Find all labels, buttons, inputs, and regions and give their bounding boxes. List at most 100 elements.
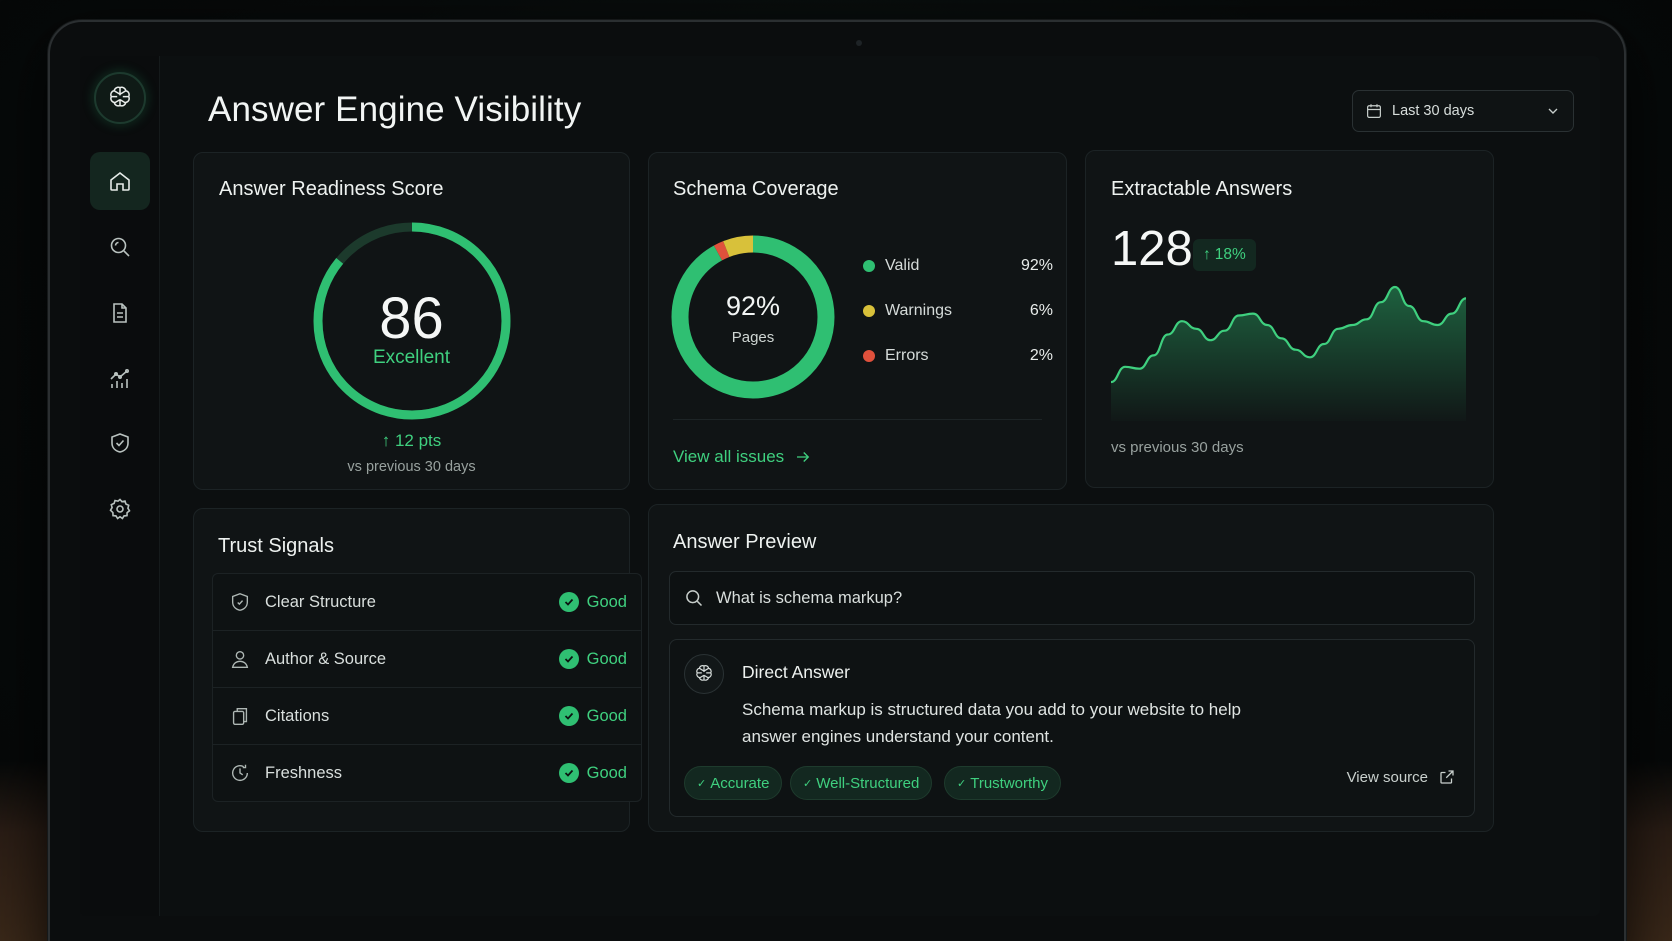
search-icon bbox=[110, 237, 130, 257]
query-search-input[interactable]: What is schema markup? bbox=[669, 571, 1475, 625]
trust-row-author-source[interactable]: Author & Source Good bbox=[212, 630, 642, 688]
schema-center-value: 92% bbox=[725, 291, 781, 321]
shield-check-icon bbox=[111, 433, 129, 453]
readiness-comparison: vs previous 30 days bbox=[347, 459, 476, 475]
legend-value: 6% bbox=[1029, 302, 1053, 319]
view-source-link[interactable]: View source bbox=[1347, 768, 1456, 786]
extractable-title: Extractable Answers bbox=[1111, 178, 1293, 200]
webcam bbox=[856, 40, 862, 46]
legend-label: Warnings bbox=[885, 302, 952, 319]
legend-item: Warnings 6% bbox=[863, 302, 1053, 320]
schema-card: Schema Coverage 92% Pages Valid 92% Warni… bbox=[648, 152, 1067, 490]
arrow-up-icon: ↑ bbox=[381, 431, 391, 450]
sidebar-item-analytics[interactable] bbox=[90, 350, 150, 408]
sidebar-item-security[interactable] bbox=[90, 414, 150, 472]
document-icon bbox=[113, 303, 127, 323]
readiness-gauge bbox=[313, 222, 511, 420]
legend-label: Errors bbox=[885, 347, 929, 364]
schema-title: Schema Coverage bbox=[673, 178, 839, 200]
trust-status: Good bbox=[558, 763, 627, 783]
trust-row-clear-structure[interactable]: Clear Structure Good bbox=[212, 573, 642, 631]
answer-text: Schema markup is structured data you add… bbox=[742, 696, 1362, 750]
schema-legend: Valid 92% Warnings 6% Errors 2% bbox=[863, 257, 1053, 367]
query-text: What is schema markup? bbox=[716, 588, 903, 607]
shield-icon bbox=[231, 593, 249, 611]
trust-status-label: Good bbox=[586, 706, 627, 725]
trust-signals-card: Trust Signals Clear Structure Good Autho… bbox=[193, 508, 642, 832]
readiness-change: ↑ 12 pts bbox=[194, 431, 629, 451]
view-all-issues-label: View all issues bbox=[673, 447, 785, 466]
legend-dot bbox=[863, 350, 875, 362]
answer-preview-card: Answer Preview What is schema markup? Di… bbox=[648, 504, 1494, 832]
answer-title: Direct Answer bbox=[742, 662, 850, 682]
assistant-avatar bbox=[684, 654, 724, 694]
view-all-issues-link[interactable]: View all issues bbox=[673, 447, 812, 467]
check-circle-icon bbox=[558, 649, 579, 669]
date-range-select[interactable]: Last 30 days bbox=[1352, 90, 1574, 132]
extractable-card: Extractable Answers 128 ↑ 18% vs previous… bbox=[1085, 150, 1494, 488]
openai-logo-icon bbox=[696, 665, 712, 681]
tag-label: Well-Structured bbox=[816, 774, 920, 792]
copy-icon bbox=[232, 707, 248, 725]
trust-label: Clear Structure bbox=[265, 592, 376, 611]
extractable-change-badge: ↑ 18% bbox=[1193, 239, 1256, 271]
tag-trustworthy[interactable]: ✓ Trustworthy bbox=[944, 766, 1062, 800]
tag-label: Accurate bbox=[710, 774, 770, 792]
readiness-rating: Excellent bbox=[372, 347, 451, 368]
sidebar-item-home[interactable] bbox=[90, 152, 150, 210]
divider bbox=[673, 419, 1042, 420]
trust-row-citations[interactable]: Citations Good bbox=[212, 687, 642, 745]
legend-item: Valid 92% bbox=[863, 257, 1053, 275]
check-circle-icon bbox=[558, 592, 579, 612]
readiness-change-value: 12 pts bbox=[394, 431, 442, 450]
extractable-change: 18% bbox=[1214, 246, 1246, 263]
check-icon: ✓ bbox=[803, 777, 813, 790]
sidebar-item-settings[interactable] bbox=[90, 480, 150, 538]
clock-icon bbox=[231, 764, 249, 781]
external-link-icon bbox=[1440, 770, 1454, 784]
trust-status-label: Good bbox=[586, 592, 627, 611]
trust-signals-title: Trust Signals bbox=[218, 535, 334, 557]
schema-center-label: Pages bbox=[731, 329, 775, 346]
legend-item: Errors 2% bbox=[863, 347, 1053, 365]
sidebar bbox=[80, 56, 160, 916]
tag-well-structured[interactable]: ✓ Well-Structured bbox=[790, 766, 933, 800]
legend-label: Valid bbox=[885, 257, 920, 274]
openai-logo-icon bbox=[110, 86, 130, 107]
answer-line: Schema markup is structured data you add… bbox=[742, 700, 1241, 719]
trust-label: Citations bbox=[265, 706, 330, 725]
readiness-card: Answer Readiness Score 86 Excellent ↑ 12… bbox=[193, 152, 630, 490]
trust-status-label: Good bbox=[586, 763, 627, 782]
legend-value: 2% bbox=[1029, 347, 1053, 364]
trust-label: Freshness bbox=[265, 763, 343, 782]
trust-status-label: Good bbox=[586, 649, 627, 668]
answer-preview-title: Answer Preview bbox=[673, 531, 817, 553]
arrow-right-icon bbox=[797, 452, 810, 462]
trust-label: Author & Source bbox=[265, 649, 387, 668]
gear-icon bbox=[109, 498, 131, 520]
sidebar-item-documents[interactable] bbox=[90, 284, 150, 342]
sidebar-item-search[interactable] bbox=[90, 218, 150, 276]
search-icon bbox=[686, 590, 703, 607]
trust-row-freshness[interactable]: Freshness Good bbox=[212, 744, 642, 802]
legend-value: 92% bbox=[1020, 257, 1053, 274]
arrow-up-icon: ↑ bbox=[1203, 246, 1211, 263]
schema-donut-chart bbox=[671, 235, 835, 399]
gauge-fill bbox=[313, 222, 511, 420]
trust-status: Good bbox=[558, 592, 627, 612]
direct-answer-panel: Direct Answer Schema markup is structure… bbox=[669, 639, 1475, 817]
tag-accurate[interactable]: ✓ Accurate bbox=[684, 766, 783, 800]
extractable-value: 128 bbox=[1111, 222, 1193, 276]
calendar-icon bbox=[1367, 104, 1381, 118]
home-icon bbox=[110, 171, 130, 191]
view-source-label: View source bbox=[1346, 768, 1428, 786]
app-logo[interactable] bbox=[94, 72, 146, 124]
trust-status: Good bbox=[558, 649, 627, 669]
user-icon bbox=[231, 650, 249, 668]
page-title: Answer Engine Visibility bbox=[208, 90, 582, 129]
check-circle-icon bbox=[558, 763, 579, 783]
date-range-label: Last 30 days bbox=[1392, 103, 1475, 119]
legend-dot bbox=[863, 260, 875, 272]
readiness-title: Answer Readiness Score bbox=[219, 178, 444, 200]
extractable-comparison: vs previous 30 days bbox=[1111, 439, 1244, 456]
